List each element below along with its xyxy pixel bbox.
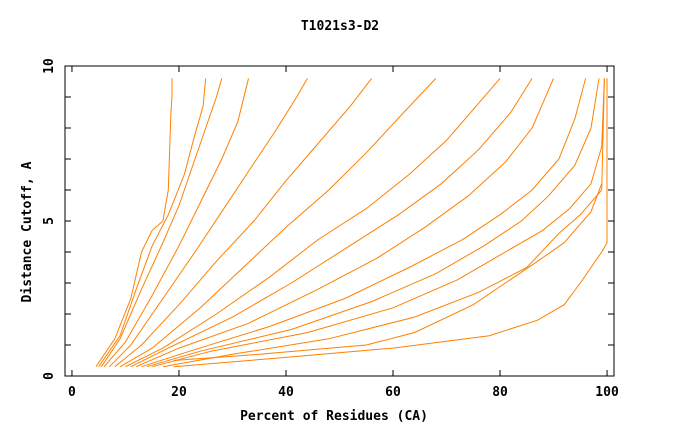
- x-tick-label: 40: [278, 385, 294, 400]
- series-line-9: [136, 78, 554, 368]
- series-line-2: [100, 78, 223, 367]
- x-tick-label: 80: [492, 385, 508, 400]
- x-tick-label: 20: [171, 385, 187, 400]
- x-tick-label: 0: [68, 385, 76, 400]
- series-line-15: [173, 78, 608, 368]
- series-lines: [95, 78, 608, 368]
- axis-ticks: 0 20 40 60 80 100 0 5 10: [42, 58, 619, 400]
- series-line-14: [173, 183, 603, 361]
- series-line-6: [119, 78, 437, 368]
- series-line-10: [141, 78, 587, 368]
- series-line-13: [162, 78, 605, 368]
- series-line-5: [114, 78, 372, 368]
- series-line-3: [103, 78, 249, 368]
- plot-frame: [64, 65, 615, 377]
- y-tick-label: 5: [42, 217, 57, 225]
- series-line-11: [146, 78, 600, 368]
- y-axis-label: Distance Cutoff, A: [20, 161, 35, 302]
- series-line-1: [98, 78, 207, 367]
- y-tick-label: 10: [42, 58, 57, 74]
- x-tick-label: 100: [595, 385, 619, 400]
- x-axis-label: Percent of Residues (CA): [240, 409, 428, 424]
- series-line-0: [95, 78, 173, 367]
- series-line-4: [109, 78, 308, 368]
- series-line-7: [125, 78, 501, 368]
- y-tick-label: 0: [42, 372, 57, 380]
- chart-title: T1021s3-D2: [301, 19, 379, 34]
- series-line-12: [152, 78, 605, 368]
- series-line-8: [130, 78, 533, 368]
- x-tick-label: 60: [385, 385, 401, 400]
